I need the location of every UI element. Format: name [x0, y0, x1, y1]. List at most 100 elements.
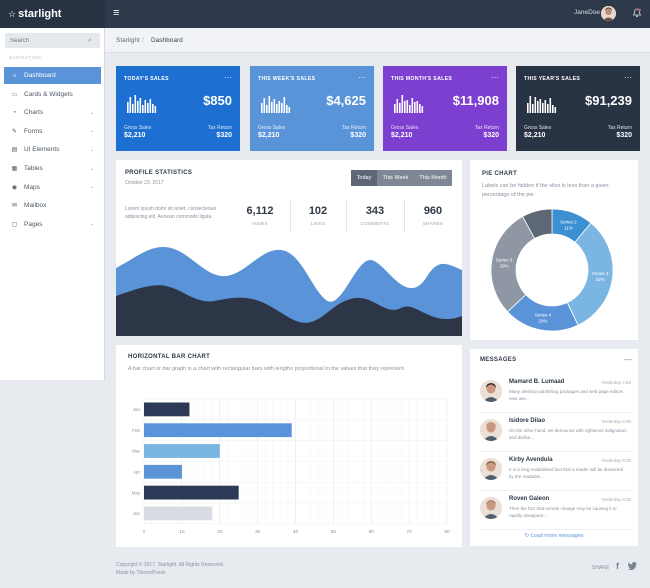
- metric-views: 6,112 VIEWS: [235, 205, 285, 226]
- sidebar-item-ui-elements[interactable]: ▤ UI Elements ⌄: [4, 141, 101, 158]
- avatar-image: [480, 419, 502, 441]
- sparkline-bar: [147, 103, 149, 113]
- more-options-icon[interactable]: ···: [491, 73, 499, 82]
- sparkline-bar: [152, 104, 154, 113]
- more-options-icon[interactable]: ···: [624, 73, 632, 82]
- stat-card-title: THIS MONTH'S SALES: [391, 76, 453, 82]
- sparkline-bar: [394, 104, 396, 113]
- copyright-text: Copyright © 2017. Starlight. All Rights …: [116, 562, 224, 568]
- sidebar-item-maps[interactable]: ◉ Maps ⌄: [4, 179, 101, 196]
- stat-card-title: THIS YEAR'S SALES: [524, 76, 581, 82]
- more-options-icon[interactable]: ···: [224, 73, 232, 82]
- sparkline-bar: [288, 107, 291, 113]
- profile-date: October 23, 2017: [125, 180, 164, 186]
- metric-comments: 343 COMMENTS: [350, 205, 400, 226]
- chevron-down-icon: ⌄: [89, 128, 94, 135]
- more-options-icon[interactable]: ···: [358, 73, 366, 82]
- message-item[interactable]: Mamard B. Lumaad Yesterday 4:56 Many deskt…: [478, 376, 633, 413]
- metric-views-value: 6,112: [246, 205, 274, 217]
- sparkline-bar: [273, 99, 276, 113]
- credit-text[interactable]: Made by ThemePixels: [116, 570, 166, 576]
- search-input[interactable]: [5, 33, 100, 48]
- sparkline-bar: [283, 97, 286, 113]
- metric-shares-label: SHARES: [422, 221, 444, 226]
- sidebar-item-forms[interactable]: ✎ Forms ⌄: [4, 123, 101, 140]
- sparkline-bar: [527, 103, 529, 113]
- sparkline-bar: [547, 104, 549, 113]
- x-tick-label: 60: [369, 529, 375, 535]
- sparkline-bar: [139, 98, 142, 113]
- message-preview: Many desktop publishing packages and web…: [509, 389, 624, 401]
- twitter-icon[interactable]: [628, 562, 637, 572]
- stat-card-value: $4,625: [326, 93, 366, 108]
- stat-card-title: TODAY'S SALES: [124, 76, 169, 82]
- message-item[interactable]: Isidore Dilao Yesterday 8:00 On the other …: [478, 415, 633, 452]
- avatar[interactable]: [601, 6, 616, 21]
- tax-return-value: $320: [350, 132, 366, 139]
- sparkline-bar: [552, 105, 554, 113]
- metric-shares: 960 SHARES: [408, 205, 458, 226]
- bar: [144, 485, 239, 500]
- hbar-title: HORIZONTAL BAR CHART: [128, 354, 211, 360]
- gross-sales-value: $2,210: [524, 132, 546, 139]
- pages-icon: ▢: [11, 221, 18, 228]
- y-tick-label: May: [131, 490, 140, 495]
- sidebar-item-charts[interactable]: ◔ Charts ⌄: [4, 104, 101, 121]
- x-tick-label: 0: [143, 529, 146, 535]
- message-time: Yesterday 8:00: [601, 497, 631, 502]
- y-tick-label: Jun: [133, 511, 141, 516]
- pie-series-label: Series 4: [535, 313, 552, 318]
- message-item[interactable]: Roven Galeon Yesterday 8:00 Then the fact …: [478, 493, 633, 530]
- message-time: Yesterday 8:00: [601, 458, 631, 463]
- segment-today[interactable]: Today: [351, 170, 377, 186]
- metric-likes-value: 102: [308, 205, 328, 217]
- segment-this-month[interactable]: This Month: [414, 170, 452, 186]
- tax-return-value: $320: [483, 132, 499, 139]
- sidebar-item-cards-widgets[interactable]: ▭ Cards & Widgets: [4, 86, 101, 103]
- sidebar: ⌕ NAVIGATION ⌂ Dashboard ▭ Cards & Widgets ◔…: [0, 28, 105, 380]
- message-item[interactable]: Kirby Avendula Yesterday 8:00 It is a long…: [478, 454, 633, 491]
- breadcrumb-root-link[interactable]: Starlight: [116, 37, 140, 44]
- message-preview: Then the fact that remote change may be …: [509, 506, 617, 518]
- gross-sales-label: Gross Sales: [524, 125, 552, 131]
- bar: [144, 444, 220, 458]
- menu-toggle-icon[interactable]: ≡: [113, 7, 120, 19]
- load-more-link[interactable]: ↻ Load more messages: [524, 533, 584, 539]
- sparkline-bar: [534, 97, 537, 113]
- tax-return-value: $320: [616, 132, 632, 139]
- message-sender: Mamard B. Lumaad: [509, 379, 565, 385]
- message-sender: Isidore Dilao: [509, 418, 546, 424]
- sidebar-item-mailbox[interactable]: ✉ Mailbox: [4, 197, 101, 214]
- pie-slice: [522, 208, 553, 239]
- sparkline-bar: [276, 104, 278, 113]
- y-tick-label: Apr: [133, 470, 141, 475]
- search-icon[interactable]: ⌕: [88, 37, 92, 44]
- bell-icon[interactable]: [632, 8, 642, 20]
- avatar-image: [601, 6, 616, 21]
- facebook-icon[interactable]: f: [616, 561, 619, 571]
- sidebar-item-dashboard[interactable]: ⌂ Dashboard: [4, 67, 101, 84]
- sparkline-bar: [419, 104, 421, 113]
- stat-card: THIS WEEK'S SALES $4,625 Gross Sales Tax Re…: [250, 66, 374, 151]
- metric-comments-label: COMMENTS: [360, 221, 390, 226]
- pie-description: Labels can be hidden if the slice is les…: [482, 183, 609, 198]
- username[interactable]: JaneDoe: [574, 9, 601, 16]
- brand-logo[interactable]: ☆ starlight: [0, 0, 105, 28]
- gross-sales-label: Gross Sales: [124, 125, 152, 131]
- tax-return-label: Tax Return: [341, 125, 366, 131]
- sidebar-item-tables[interactable]: ▦ Tables ⌄: [4, 160, 101, 177]
- stat-card: THIS MONTH'S SALES $11,908 Gross Sales Tax …: [383, 66, 507, 151]
- segment-this-week[interactable]: This Week: [377, 170, 414, 186]
- collapse-icon[interactable]: —: [624, 355, 632, 364]
- gross-sales-value: $2,210: [258, 132, 280, 139]
- avatar-image: [480, 380, 502, 402]
- twitter-bird-shape: [628, 562, 637, 570]
- sidebar-item-pages[interactable]: ▢ Pages ⌄: [4, 216, 101, 233]
- messages-title: MESSAGES: [480, 357, 517, 363]
- tax-return-value: $320: [216, 132, 232, 139]
- sparkline-bar: [129, 97, 132, 113]
- pie-series-label: Series 2: [560, 219, 577, 224]
- table-icon: ▦: [11, 166, 18, 172]
- sidebar-item-label: Dashboard: [24, 72, 56, 79]
- chevron-down-icon: ⌄: [89, 221, 94, 228]
